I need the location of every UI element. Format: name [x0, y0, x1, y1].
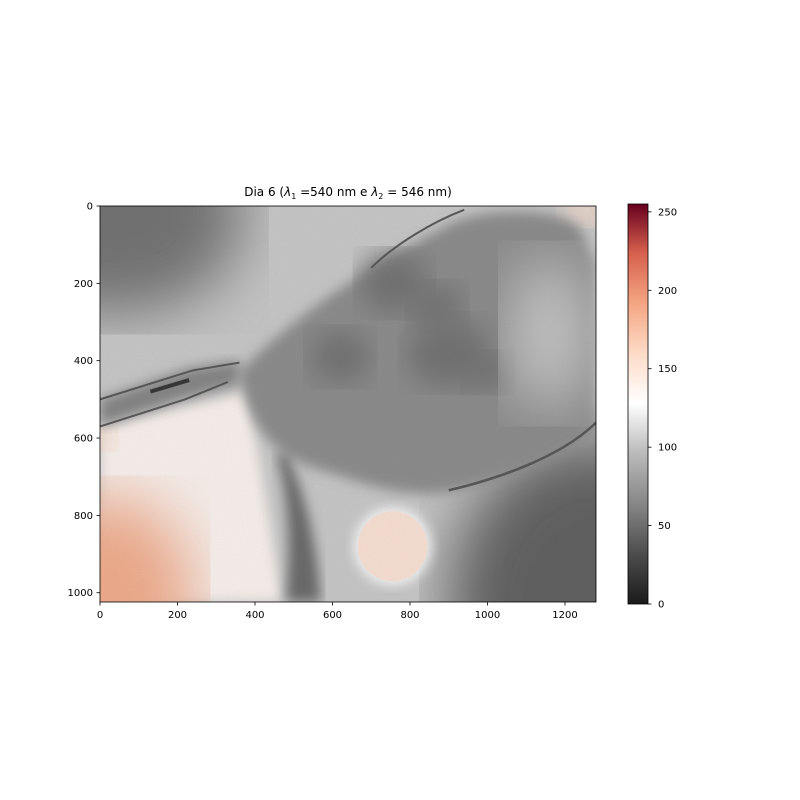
chart-title: Dia 6 (λ1 =540 nm e λ2 = 546 nm): [244, 185, 452, 201]
colorbar-axis: 0 50 100 150 200 250: [648, 207, 677, 611]
y-axis: 0 200 400 600 800 1000: [68, 202, 100, 599]
cell-dark-spot: [309, 329, 372, 384]
x-tick-label: 1200: [552, 610, 577, 621]
plot-frame: [99, 205, 597, 603]
y-tick-label: 400: [74, 356, 93, 367]
x-tick-label: 200: [168, 610, 187, 621]
heatmap-image: [100, 206, 596, 602]
x-axis: 0 200 400 600 800 1000 1200: [97, 602, 578, 621]
colorbar-tick-label: 0: [658, 600, 664, 611]
y-tick-label: 0: [87, 202, 93, 213]
colorbar-tick-label: 150: [658, 364, 677, 375]
image-content: [100, 206, 596, 602]
membrane-edge-top: [370, 208, 465, 269]
tube-dark-core: [149, 378, 190, 394]
stalk: [276, 453, 321, 602]
hot-region-bottom-left: [100, 496, 193, 602]
dark-region-top-left: [100, 206, 244, 315]
colorbar: [627, 203, 649, 605]
y-tick-label: 1000: [68, 588, 93, 599]
y-tick-label: 800: [74, 511, 93, 522]
cell-dark-spot: [464, 352, 511, 392]
colorbar-tick-label: 100: [658, 443, 677, 454]
bright-disk: [357, 511, 428, 582]
tube-edge-bottom: [100, 381, 229, 428]
colorbar-tick-label: 50: [658, 521, 671, 532]
membrane-edge-bottom: [448, 421, 596, 492]
tube-edge-top: [100, 361, 240, 401]
tube: [100, 360, 240, 427]
cell-light-band: [506, 256, 593, 411]
x-tick-label: 600: [323, 610, 342, 621]
hot-spot-left-edge: [100, 426, 116, 450]
x-tick-label: 800: [400, 610, 419, 621]
y-tick-label: 600: [74, 434, 93, 445]
dark-region-bottom-right: [448, 439, 596, 602]
x-tick-label: 1000: [475, 610, 500, 621]
colorbar-tick-label: 250: [658, 207, 677, 218]
hot-spot-top-right: [561, 206, 596, 226]
y-tick-label: 200: [74, 279, 93, 290]
x-tick-label: 400: [245, 610, 264, 621]
cell-dark-spot: [410, 283, 465, 330]
x-tick-label: 0: [97, 610, 103, 621]
colorbar-tick-label: 200: [658, 286, 677, 297]
